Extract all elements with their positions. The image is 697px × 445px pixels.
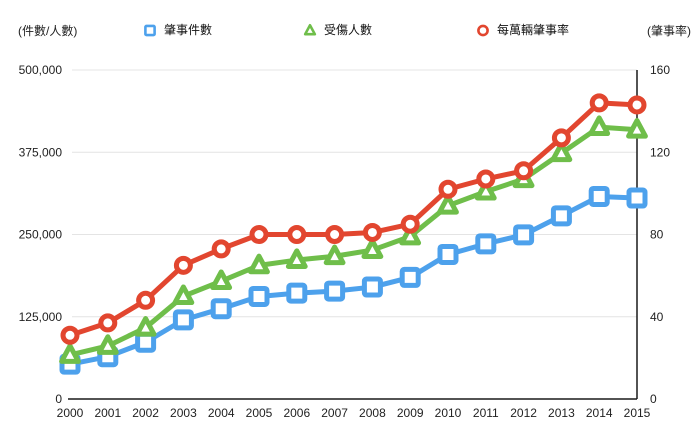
svg-text:500,000: 500,000 bbox=[19, 63, 63, 77]
legend-label: 肇事件數 bbox=[164, 23, 213, 37]
svg-text:2007: 2007 bbox=[321, 406, 348, 420]
series-受傷人數 bbox=[59, 115, 648, 364]
right-axis-unit-label: (肇事率) bbox=[647, 24, 691, 38]
svg-text:2005: 2005 bbox=[246, 406, 273, 420]
svg-text:2001: 2001 bbox=[94, 406, 121, 420]
svg-text:2003: 2003 bbox=[170, 406, 197, 420]
legend-item-2[interactable]: 受傷人數 bbox=[303, 21, 372, 38]
svg-text:2015: 2015 bbox=[624, 406, 651, 420]
svg-text:2010: 2010 bbox=[435, 406, 462, 420]
left-axis-unit-label: (件數/人數) bbox=[18, 24, 78, 38]
circle-marker-icon bbox=[476, 23, 490, 37]
svg-text:2013: 2013 bbox=[548, 406, 575, 420]
svg-text:2012: 2012 bbox=[510, 406, 537, 420]
svg-text:40: 40 bbox=[650, 310, 664, 324]
legend-item-3[interactable]: 每萬輛肇事率 bbox=[476, 21, 569, 38]
svg-text:2000: 2000 bbox=[57, 406, 84, 420]
series-肇事件數 bbox=[59, 185, 648, 375]
svg-text:2002: 2002 bbox=[132, 406, 159, 420]
svg-text:120: 120 bbox=[650, 145, 670, 159]
svg-text:0: 0 bbox=[55, 392, 62, 406]
legend-label: 每萬輛肇事率 bbox=[497, 23, 570, 37]
svg-text:375,000: 375,000 bbox=[19, 145, 63, 159]
svg-text:250,000: 250,000 bbox=[19, 228, 63, 242]
svg-text:160: 160 bbox=[650, 63, 670, 77]
legend-label: 受傷人數 bbox=[324, 23, 373, 37]
svg-text:2009: 2009 bbox=[397, 406, 424, 420]
svg-text:80: 80 bbox=[650, 228, 664, 242]
series-每萬輛肇事率 bbox=[60, 93, 647, 345]
svg-text:2006: 2006 bbox=[283, 406, 310, 420]
svg-text:0: 0 bbox=[650, 392, 657, 406]
svg-text:125,000: 125,000 bbox=[19, 310, 63, 324]
svg-text:2014: 2014 bbox=[586, 406, 613, 420]
legend: 肇事件數 受傷人數 每萬輛肇事率 bbox=[0, 0, 697, 40]
svg-text:2011: 2011 bbox=[473, 406, 499, 420]
legend-item-1[interactable]: 肇事件數 bbox=[143, 21, 212, 38]
svg-text:2008: 2008 bbox=[359, 406, 386, 420]
svg-text:2004: 2004 bbox=[208, 406, 235, 420]
square-marker-icon bbox=[143, 23, 157, 37]
triangle-marker-icon bbox=[303, 23, 317, 37]
